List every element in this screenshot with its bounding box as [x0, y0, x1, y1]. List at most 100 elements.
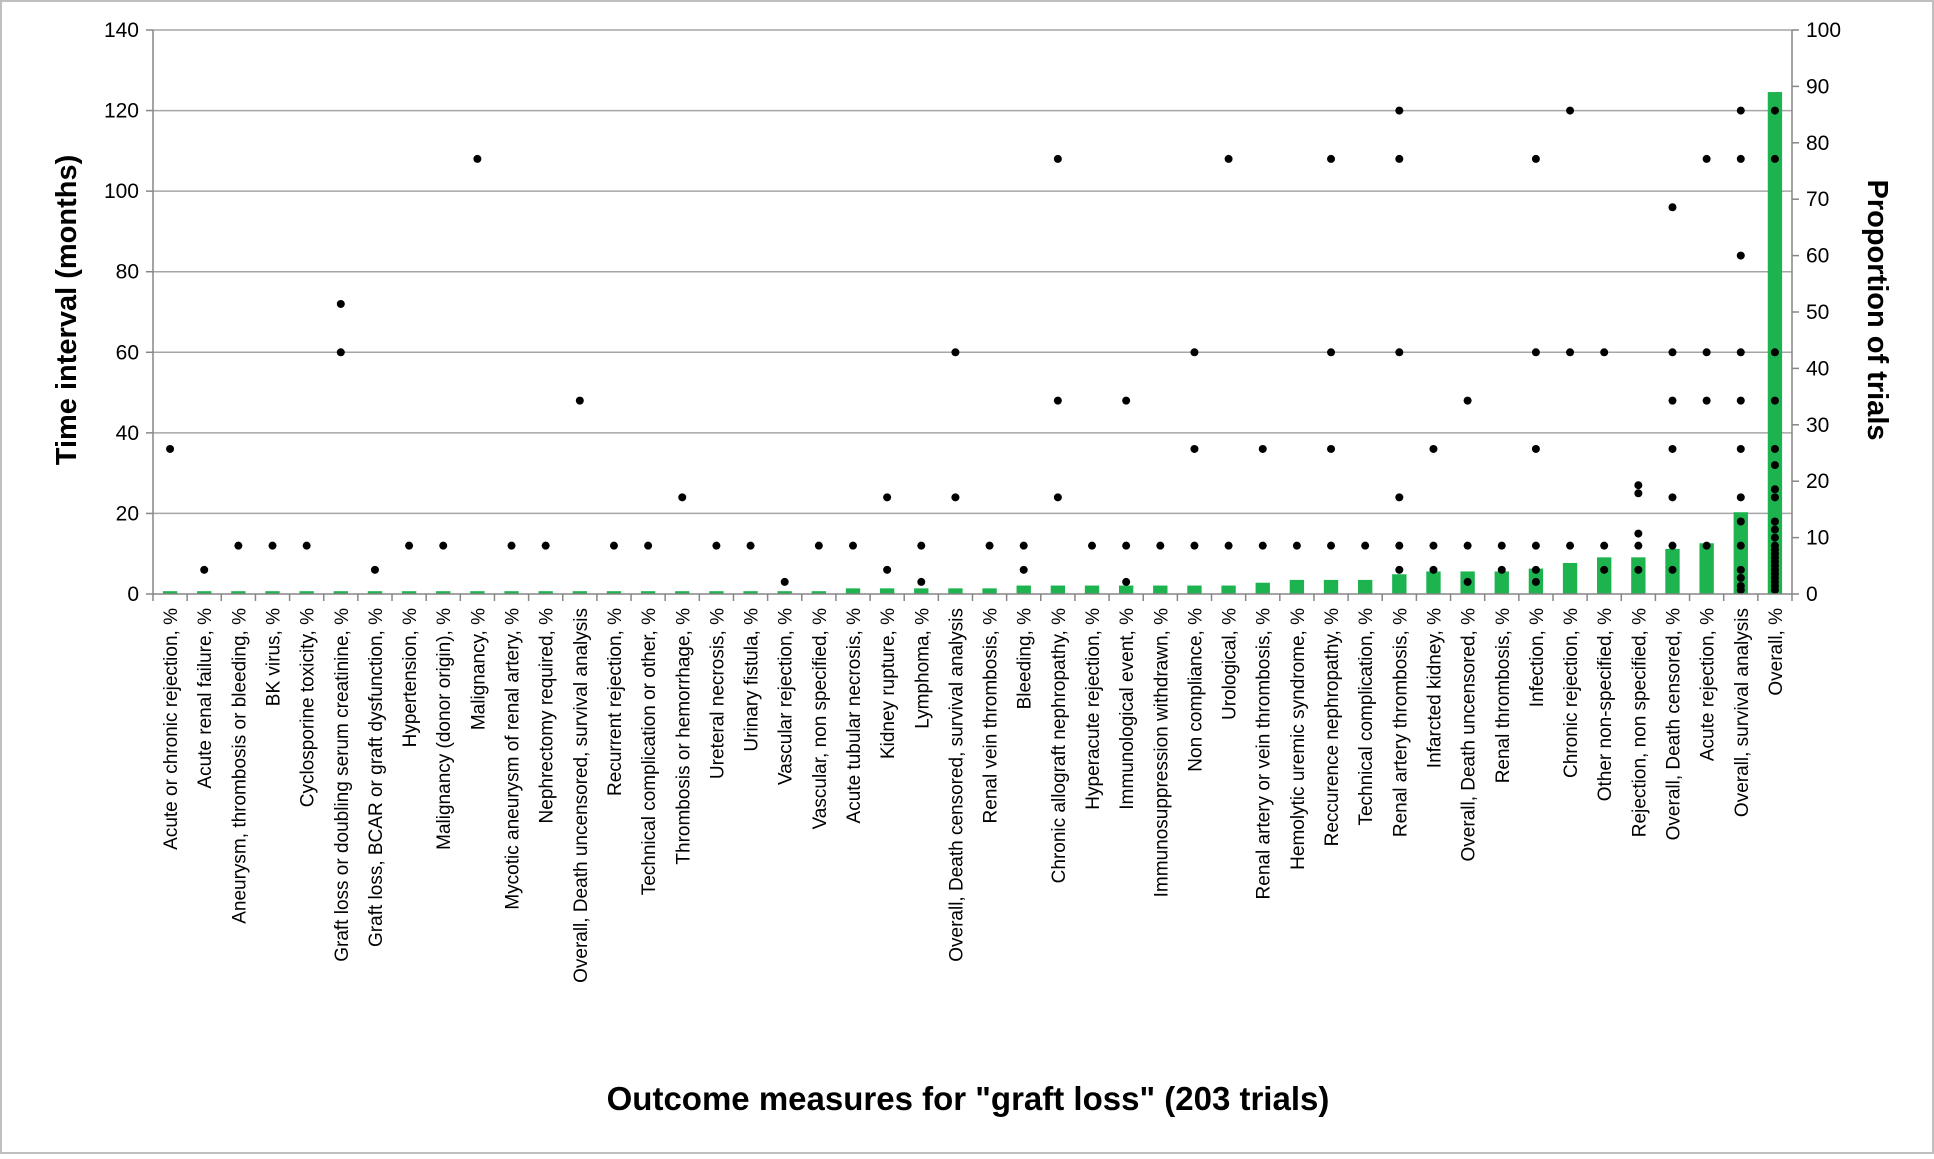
y-tick-label: 80	[116, 261, 139, 284]
data-point	[1736, 444, 1745, 453]
data-point	[1770, 396, 1779, 405]
data-point	[575, 396, 584, 405]
data-point	[1600, 565, 1609, 574]
bar	[845, 588, 861, 594]
bar	[982, 588, 997, 594]
bar	[1221, 585, 1236, 594]
category-label: Renal thrombosis, %	[1493, 608, 1514, 783]
category-label: Acute renal failure, %	[195, 608, 216, 789]
y2-tick-label: 10	[1806, 527, 1829, 550]
data-point	[644, 541, 653, 550]
data-point	[541, 541, 550, 550]
category-label: Vascular, non specified, %	[810, 608, 831, 830]
bar	[436, 591, 451, 594]
data-point	[1702, 396, 1711, 405]
left-axis-ticks: 0 20 40 60 80 100 120 140	[104, 19, 153, 606]
x-axis-title: Outcome measures for "graft loss" (203 t…	[607, 1080, 1330, 1117]
category-label: Urological, %	[1220, 608, 1241, 720]
category-label: Acute rejection, %	[1698, 608, 1719, 761]
bar	[572, 591, 587, 594]
y-tick-label: 140	[104, 19, 139, 42]
y2-tick-label: 100	[1806, 19, 1841, 42]
axes	[152, 30, 1793, 601]
y-axis-title: Time interval (months)	[51, 155, 83, 465]
data-point	[678, 493, 687, 502]
data-point	[1736, 493, 1745, 502]
bar	[1631, 557, 1646, 594]
y-tick-label: 100	[104, 180, 139, 203]
category-label: Thrombosis or hemorrhage, %	[673, 608, 694, 865]
category-label: Infarcted kidney, %	[1424, 608, 1445, 768]
y2-tick-label: 0	[1806, 583, 1818, 606]
data-point	[1122, 396, 1131, 405]
data-point	[1395, 348, 1404, 357]
bar	[333, 591, 348, 594]
data-point	[1770, 585, 1779, 594]
bar	[606, 591, 622, 594]
data-point	[1327, 154, 1336, 163]
bar	[470, 591, 485, 594]
category-label: Renal vein thrombosis, %	[981, 608, 1002, 824]
data-point	[1736, 517, 1745, 526]
category-label: Urinary fistula, %	[742, 608, 763, 752]
y-tick-label: 60	[116, 341, 139, 364]
category-label: Graft loss, BCAR or graft dysfunction, %	[366, 608, 387, 947]
data-point	[1702, 541, 1711, 550]
category-label: Technical complication, %	[1356, 608, 1377, 826]
data-point	[1224, 541, 1233, 550]
data-point	[1327, 541, 1336, 550]
bar	[1187, 585, 1202, 594]
data-point	[1566, 541, 1575, 550]
data-point	[1702, 154, 1711, 163]
category-label: Ureteral necrosis, %	[707, 608, 728, 779]
category-label: Rejection, non specified, %	[1629, 608, 1650, 837]
bar	[743, 591, 758, 594]
data-point	[1634, 481, 1643, 490]
data-point	[1770, 517, 1779, 526]
y-tick-label: 0	[127, 583, 139, 606]
data-point	[1258, 444, 1267, 453]
bar	[197, 591, 212, 594]
data-point	[951, 348, 960, 357]
category-label: Chronic allograft nephropathy, %	[1049, 608, 1070, 883]
data-point	[883, 565, 892, 574]
data-point	[1668, 541, 1677, 550]
y2-tick-label: 80	[1806, 132, 1829, 155]
bar	[231, 591, 246, 594]
category-label: Malignancy (donor origin), %	[434, 608, 455, 850]
y2-tick-label: 90	[1806, 75, 1829, 98]
data-point	[1429, 541, 1438, 550]
category-label: Overall, Death uncensored, survival anal…	[571, 608, 592, 983]
category-label: Overall, %	[1766, 608, 1787, 696]
data-point	[439, 541, 448, 550]
data-point	[917, 577, 926, 586]
bar	[914, 588, 929, 594]
data-point	[336, 348, 345, 357]
y2-tick-label: 40	[1806, 357, 1829, 380]
category-label: Overall, Death censored, survival analys…	[946, 608, 967, 962]
category-label: Bleeding, %	[1015, 608, 1036, 710]
data-point	[1190, 444, 1199, 453]
data-point	[1634, 489, 1643, 498]
category-label: Overall, Death censored, %	[1663, 608, 1684, 840]
category-label: Immunosuppression withdrawn, %	[1151, 608, 1172, 897]
data-point	[1531, 348, 1540, 357]
bar	[401, 591, 417, 594]
category-label: Reccurence nephropathy, %	[1322, 608, 1343, 846]
data-point	[712, 541, 721, 550]
category-label: Technical complication or other, %	[639, 608, 660, 895]
data-point	[1088, 541, 1097, 550]
data-point	[302, 541, 311, 550]
y2-tick-label: 60	[1806, 245, 1829, 268]
category-label: Malignancy, %	[468, 608, 489, 730]
data-point	[746, 541, 755, 550]
data-point	[1395, 493, 1404, 502]
bar	[1050, 585, 1066, 594]
category-label: Cyclosporine toxicity, %	[298, 608, 319, 807]
data-point	[405, 541, 414, 550]
y-tick-label: 120	[104, 100, 139, 123]
category-label: Acute tubular necrosis, %	[844, 608, 865, 824]
scatter-series	[166, 106, 1779, 594]
category-label: Renal artery or vein thrombosis, %	[1254, 608, 1275, 900]
